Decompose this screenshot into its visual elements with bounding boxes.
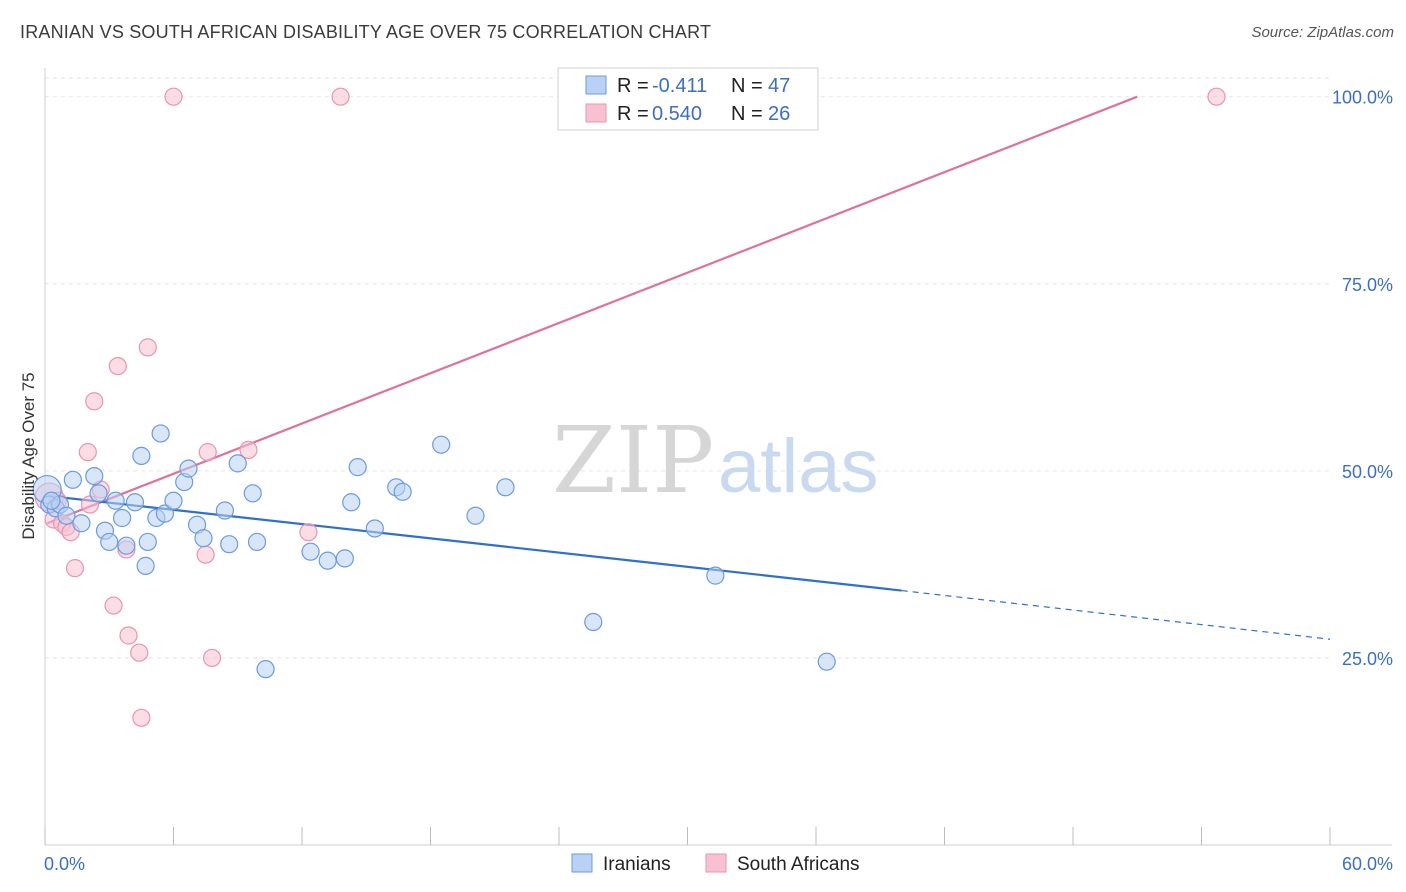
y-tick-label-3: 25.0% <box>1342 649 1393 669</box>
legend-n-label-1: N = <box>731 75 763 97</box>
point-iranians-33 <box>318 551 337 570</box>
legend-n-label-2: N = <box>731 103 763 125</box>
point-iranians-42 <box>496 478 515 497</box>
legend-r-label-1: R = <box>617 75 649 97</box>
legend-r-value-1: -0.411 <box>652 75 707 97</box>
point-iranians-17 <box>138 532 157 552</box>
point-iranians-34 <box>335 549 354 568</box>
point-iranians-12 <box>112 508 132 528</box>
point-south-africans-23 <box>331 87 350 106</box>
point-iranians-41 <box>466 506 485 525</box>
x-tick-label-0: 0.0% <box>44 854 85 874</box>
bottom-legend: Iranians South Africans <box>571 853 860 875</box>
y-tick-label-1: 75.0% <box>1342 275 1393 295</box>
legend-n-value-2: 26 <box>768 103 790 125</box>
point-iranians-43 <box>584 612 603 632</box>
point-iranians-19 <box>151 424 170 443</box>
point-south-africans-14 <box>130 643 149 662</box>
point-south-africans-18 <box>196 545 215 564</box>
point-iranians-45 <box>817 652 836 671</box>
point-south-africans-21 <box>239 440 258 460</box>
bottom-legend-iranians: Iranians <box>603 854 671 875</box>
y-tick-label-0: 100.0% <box>1332 88 1393 108</box>
watermark-zip: ZIP <box>552 407 714 514</box>
legend-box: R = -0.411 N = 47 R = 0.540 N = 26 <box>557 67 819 131</box>
point-iranians-44 <box>706 566 725 585</box>
point-iranians-29 <box>243 484 262 503</box>
legend-swatch-pink <box>585 103 607 123</box>
point-iranians-8 <box>89 484 108 503</box>
point-iranians-10 <box>100 532 119 552</box>
legend-swatch-blue <box>585 75 607 95</box>
point-south-africans-11 <box>108 356 127 376</box>
point-iranians-4 <box>57 506 76 525</box>
point-iranians-27 <box>220 535 239 554</box>
point-south-africans-16 <box>138 338 157 357</box>
point-south-africans-24 <box>1207 87 1226 106</box>
point-iranians-21 <box>164 491 183 510</box>
point-iranians-20 <box>155 504 175 523</box>
point-south-africans-22 <box>299 523 318 542</box>
point-south-africans-13 <box>119 626 138 645</box>
point-iranians-7 <box>85 466 104 486</box>
point-iranians-28 <box>228 454 247 473</box>
point-iranians-30 <box>247 532 267 552</box>
point-south-africans-6 <box>78 443 97 462</box>
point-iranians-16 <box>136 556 155 575</box>
point-iranians-6 <box>72 514 91 533</box>
point-iranians-31 <box>256 660 275 679</box>
legend-r-value-2: 0.540 <box>652 103 702 125</box>
point-south-africans-19 <box>198 443 217 462</box>
chart-title: IRANIAN VS SOUTH AFRICAN DISABILITY AGE … <box>20 22 712 42</box>
point-iranians-5 <box>63 470 82 489</box>
point-iranians-15 <box>132 446 151 465</box>
point-iranians-35 <box>342 493 361 512</box>
point-iranians-40 <box>432 435 451 454</box>
point-iranians-13 <box>117 536 136 555</box>
point-south-africans-8 <box>85 392 104 411</box>
point-iranians-14 <box>125 493 145 512</box>
grid-lines <box>45 77 1330 659</box>
point-iranians-36 <box>348 458 367 477</box>
point-south-africans-10 <box>104 596 123 615</box>
bottom-legend-swatch-iranians <box>571 853 593 873</box>
watermark-atlas: atlas <box>718 424 879 509</box>
point-south-africans-20 <box>202 648 222 668</box>
trend-line-iranians-extension <box>901 589 1331 640</box>
point-iranians-26 <box>215 501 234 520</box>
y-tick-label-2: 50.0% <box>1342 462 1393 482</box>
trend-line-south-africans <box>46 95 1138 525</box>
chart-source: Source: ZipAtlas.com <box>1251 24 1394 41</box>
trend-lines <box>46 95 1331 640</box>
bottom-legend-south-africans: South Africans <box>737 854 860 875</box>
point-south-africans-5 <box>65 559 85 578</box>
trend-line-iranians <box>51 495 902 592</box>
legend-n-value-1: 47 <box>768 75 790 97</box>
point-iranians-37 <box>365 519 384 538</box>
point-iranians-23 <box>179 459 198 478</box>
point-south-africans-15 <box>132 708 151 727</box>
legend-r-label-2: R = <box>617 103 649 125</box>
axes <box>44 68 1392 846</box>
point-iranians-32 <box>301 542 320 561</box>
bottom-legend-swatch-south-africans <box>705 853 727 873</box>
data-points <box>32 87 1226 727</box>
point-iranians-46 <box>42 491 61 510</box>
point-iranians-39 <box>393 482 412 501</box>
point-iranians-11 <box>106 491 125 510</box>
y-axis-label: Disability Age Over 75 <box>19 372 38 539</box>
x-tick-label-1: 60.0% <box>1342 854 1393 874</box>
point-iranians-25 <box>194 529 213 548</box>
point-south-africans-17 <box>164 87 183 106</box>
tick-labels: 100.0% 75.0% 50.0% 25.0% 0.0% 60.0% <box>44 88 1393 874</box>
